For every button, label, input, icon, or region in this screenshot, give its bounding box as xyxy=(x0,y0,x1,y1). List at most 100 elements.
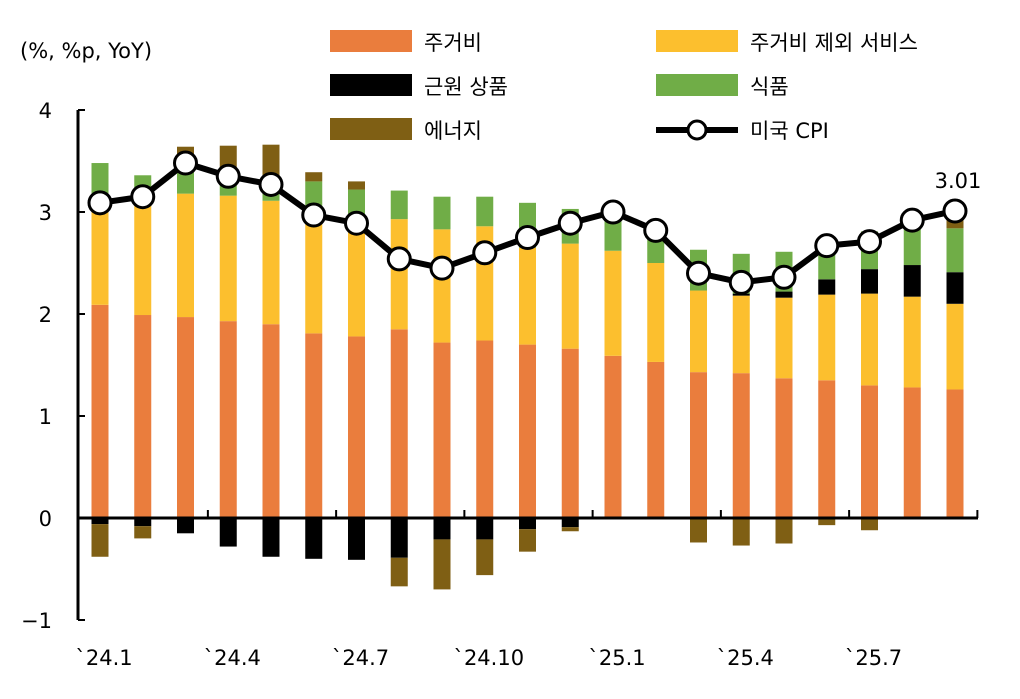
cpi-point-24.6 xyxy=(301,202,327,228)
bars xyxy=(91,144,964,590)
bar-segment-24.8-s0 xyxy=(390,329,408,518)
bar-segment-24.12-s0 xyxy=(561,348,579,518)
bar-segment-25.1-s1 xyxy=(604,250,622,356)
bar-segment-25.9-s3 xyxy=(946,228,964,273)
bar-segment-24.8-s2 xyxy=(390,518,408,558)
x-tick-label: `25.4 xyxy=(717,646,774,670)
bar-segment-25.4-s1 xyxy=(732,295,750,374)
bar-segment-25.5-s1 xyxy=(775,297,793,379)
bar-segment-24.12-s2 xyxy=(561,518,579,528)
bar-segment-24.7-s4 xyxy=(348,181,365,190)
bar-segment-25.6-s1 xyxy=(818,294,836,381)
bar-segment-24.11-s4 xyxy=(519,529,536,552)
x-tick-label: `25.7 xyxy=(845,646,902,670)
bar-segment-25.8-s1 xyxy=(903,296,921,388)
bar-segment-24.8-s3 xyxy=(390,190,408,220)
cpi-point-25.7 xyxy=(857,229,882,255)
cpi-point-25.9 xyxy=(942,198,968,224)
legend-swatch-1 xyxy=(656,30,738,52)
bar-segment-25.9-s0 xyxy=(946,389,964,518)
bar-segment-24.5-s4 xyxy=(262,144,280,181)
bar-segment-24.8-s1 xyxy=(390,219,408,330)
bar-segment-24.6-s0 xyxy=(305,333,323,518)
bar-segment-24.6-s2 xyxy=(305,518,323,559)
bar-segment-24.9-s0 xyxy=(433,342,451,518)
legend-label-4: 에너지 xyxy=(424,119,482,143)
x-tick-label: `25.1 xyxy=(588,646,645,670)
bar-segment-24.1-s1 xyxy=(91,212,109,305)
bar-segment-25.4-s4 xyxy=(732,518,750,546)
bar-segment-24.12-s1 xyxy=(561,243,579,349)
cpi-point-24.11 xyxy=(515,225,540,250)
legend-swatch-2 xyxy=(330,74,412,96)
cpi-point-25.6 xyxy=(814,233,840,259)
bar-segment-24.3-s1 xyxy=(177,193,194,318)
bar-segment-25.3-s4 xyxy=(690,518,707,543)
legend-label-3: 식품 xyxy=(750,75,789,99)
bar-segment-25.6-s4 xyxy=(818,518,836,526)
bar-segment-24.5-s0 xyxy=(262,324,280,518)
bar-segment-24.7-s1 xyxy=(348,222,365,337)
bar-segment-25.6-s2 xyxy=(818,279,836,295)
bar-segment-24.9-s3 xyxy=(433,196,451,230)
y-tick-label: 2 xyxy=(39,303,52,327)
bar-segment-24.10-s0 xyxy=(476,340,494,518)
cpi-point-25.3 xyxy=(686,260,711,286)
bar-segment-24.11-s2 xyxy=(519,518,536,530)
bar-segment-25.7-s0 xyxy=(861,385,878,518)
bar-segment-24.3-s0 xyxy=(177,317,194,518)
cpi-point-24.9 xyxy=(429,255,455,281)
bar-segment-24.6-s1 xyxy=(305,210,323,334)
bar-segment-24.1-s2 xyxy=(91,518,109,525)
bar-segment-24.10-s3 xyxy=(476,196,494,227)
bar-segment-25.4-s0 xyxy=(732,373,750,518)
last-value-label: 3.01 xyxy=(935,169,982,193)
bar-segment-25.5-s0 xyxy=(775,378,793,518)
cpi-point-25.2 xyxy=(643,217,669,243)
bar-segment-25.7-s1 xyxy=(861,293,878,386)
legend-label-0: 주거비 xyxy=(424,31,482,55)
bar-segment-25.6-s0 xyxy=(818,380,836,518)
bar-segment-24.12-s4 xyxy=(561,527,579,532)
bar-segment-24.4-s1 xyxy=(219,195,237,322)
bar-segment-24.9-s4 xyxy=(433,539,451,590)
bar-segment-24.3-s2 xyxy=(177,518,194,534)
x-tick-label: `24.10 xyxy=(453,646,524,670)
y-axis-label: (%, %p, YoY) xyxy=(20,39,152,63)
bar-segment-25.3-s0 xyxy=(690,372,707,518)
cpi-line xyxy=(87,150,968,295)
cpi-point-25.1 xyxy=(600,199,626,225)
bar-segment-25.3-s1 xyxy=(690,290,707,373)
legend-swatch-4 xyxy=(330,118,412,140)
bar-segment-24.9-s2 xyxy=(433,518,451,540)
bar-segment-24.10-s4 xyxy=(476,539,494,576)
cpi-point-24.7 xyxy=(344,210,369,236)
bar-segment-25.8-s0 xyxy=(903,387,921,518)
legend-label-line: 미국 CPI xyxy=(750,119,829,143)
bar-segment-25.8-s2 xyxy=(903,265,921,297)
y-tick-label: 3 xyxy=(39,201,52,225)
bar-segment-24.11-s0 xyxy=(519,344,536,518)
cpi-point-24.12 xyxy=(557,210,583,236)
bar-segment-24.2-s0 xyxy=(134,315,152,518)
bar-segment-25.9-s2 xyxy=(946,272,964,304)
axes: 4 3 2 1 0 −1 `24.1 `24.4 `24.7 `24.10 `25.1 `25.4 `2… xyxy=(21,99,979,670)
cpi-point-25.8 xyxy=(899,207,925,233)
cpi-point-24.5 xyxy=(258,171,284,197)
bar-segment-25.9-s1 xyxy=(946,303,964,390)
bar-segment-24.7-s2 xyxy=(348,518,365,560)
legend-label-1: 주거비 제외 서비스 xyxy=(750,31,918,55)
bar-segment-24.4-s2 xyxy=(219,518,237,547)
bar-segment-24.7-s0 xyxy=(348,336,365,518)
bar-segment-25.7-s2 xyxy=(861,269,878,294)
bar-segment-25.2-s0 xyxy=(647,361,665,518)
y-tick-label: 0 xyxy=(39,507,52,531)
legend-label-2: 근원 상품 xyxy=(424,75,508,99)
cpi-point-24.10 xyxy=(472,240,498,266)
legend-line-marker xyxy=(686,119,708,141)
bar-segment-24.5-s2 xyxy=(262,518,280,557)
bar-segment-25.2-s1 xyxy=(647,263,665,362)
bar-segment-24.2-s4 xyxy=(134,526,152,539)
